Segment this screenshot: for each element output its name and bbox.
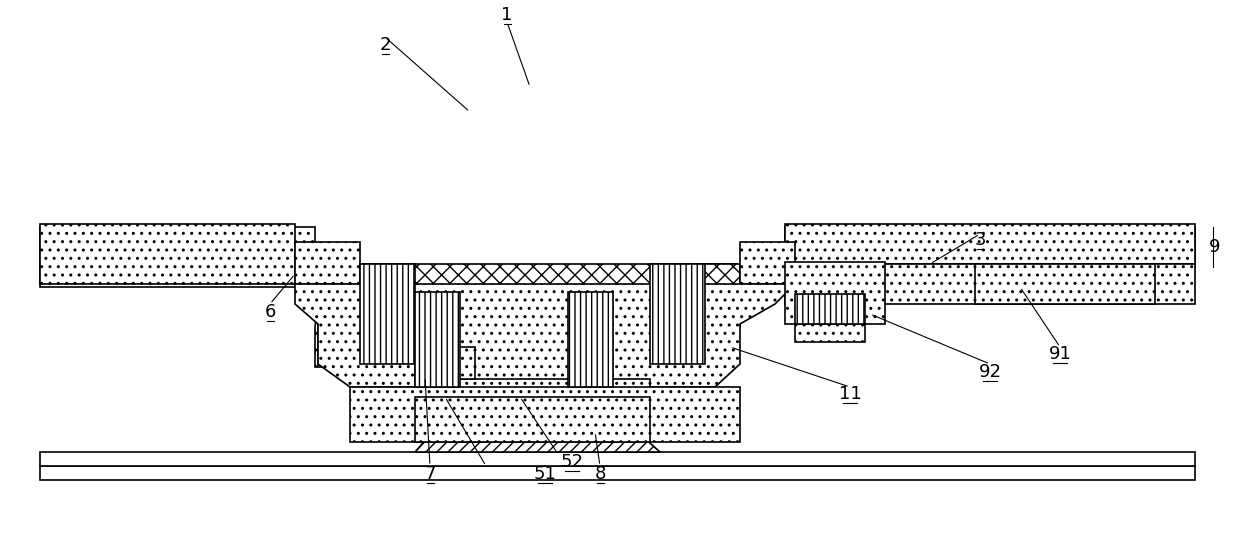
Text: 6: 6: [264, 303, 275, 321]
Bar: [740, 242, 795, 284]
Text: 91: 91: [1049, 345, 1071, 363]
Bar: [785, 262, 885, 324]
Polygon shape: [295, 284, 795, 387]
Text: 2: 2: [379, 36, 391, 54]
Bar: [975, 264, 1154, 304]
Bar: [295, 242, 360, 284]
Bar: [315, 264, 317, 284]
Bar: [40, 267, 315, 287]
Bar: [40, 227, 315, 267]
Bar: [40, 466, 1195, 480]
Polygon shape: [315, 267, 740, 367]
Bar: [360, 264, 415, 364]
Bar: [40, 224, 295, 284]
Text: 92: 92: [978, 363, 1002, 381]
Bar: [701, 264, 740, 294]
Bar: [650, 264, 706, 364]
Bar: [785, 264, 1195, 304]
Text: 51: 51: [533, 465, 557, 483]
Text: 7: 7: [424, 465, 435, 483]
Text: 8: 8: [594, 465, 605, 483]
Bar: [415, 347, 475, 379]
Polygon shape: [317, 264, 737, 364]
Polygon shape: [415, 367, 660, 452]
Bar: [568, 292, 613, 387]
Text: 3: 3: [975, 231, 986, 249]
Bar: [415, 379, 650, 397]
Bar: [795, 294, 866, 324]
Bar: [785, 224, 1195, 264]
Bar: [415, 292, 460, 387]
Bar: [40, 452, 1195, 466]
Text: 1: 1: [501, 6, 512, 24]
Bar: [415, 397, 650, 442]
Bar: [785, 227, 1195, 267]
Text: 9: 9: [1209, 238, 1220, 256]
Bar: [795, 324, 866, 342]
Bar: [350, 387, 740, 442]
Text: 11: 11: [838, 385, 862, 403]
Text: 52: 52: [560, 453, 584, 471]
